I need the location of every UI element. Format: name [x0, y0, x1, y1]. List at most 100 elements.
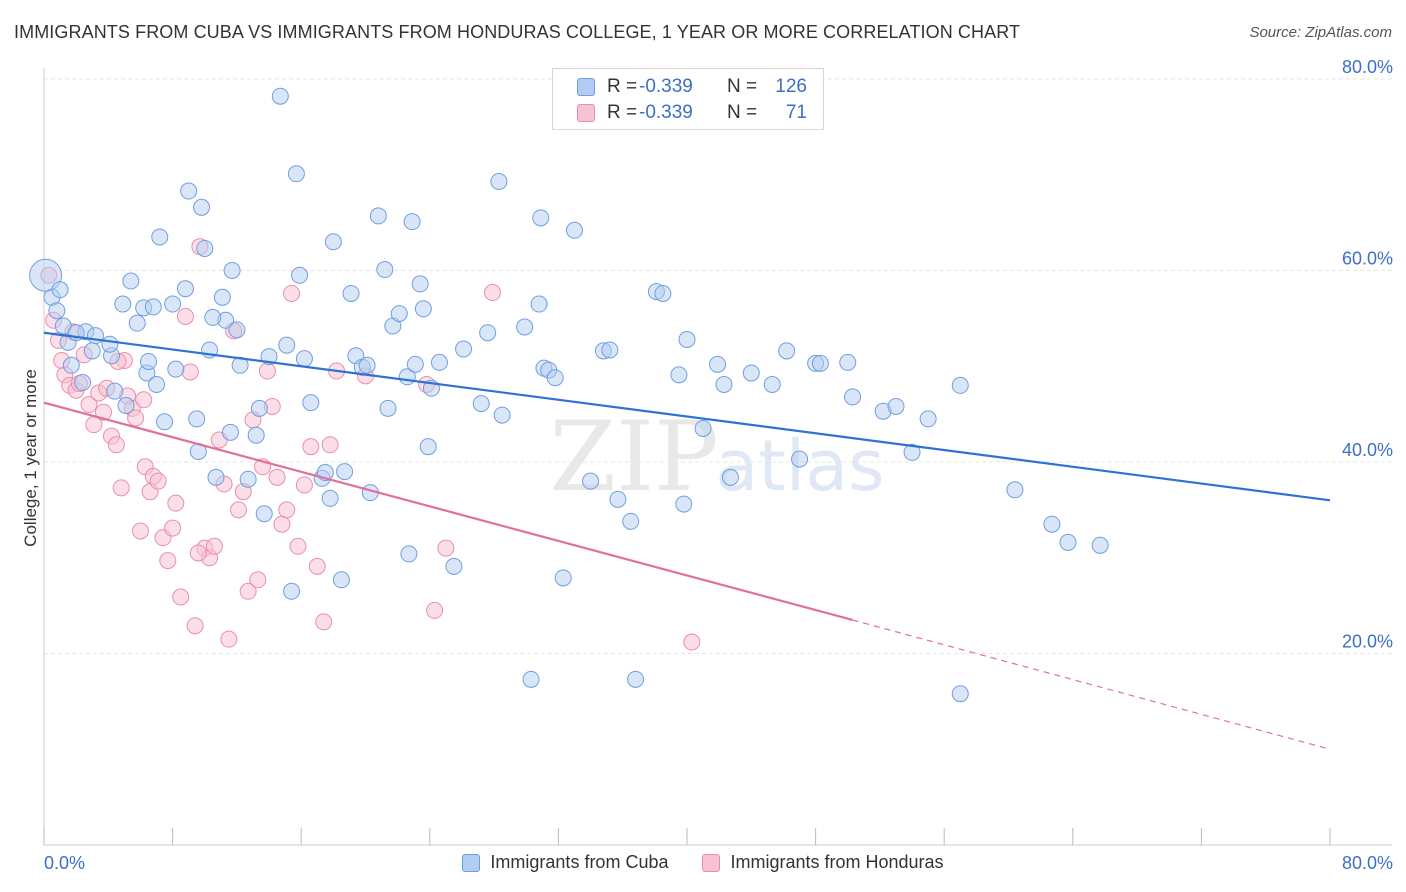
x-tick-label-min: 0.0%	[44, 853, 85, 873]
cuba-point	[445, 557, 463, 575]
r-label: R =	[607, 102, 638, 123]
cuba-point	[176, 280, 194, 298]
cuba-point	[887, 397, 905, 415]
cuba-point	[430, 353, 448, 371]
cuba-point	[951, 685, 969, 703]
cuba-point	[122, 272, 140, 290]
cuba-point	[358, 356, 376, 374]
cuba-point	[83, 342, 101, 360]
series-cuba-points	[29, 87, 1109, 703]
cuba-point	[283, 582, 301, 600]
cuba-point	[919, 410, 937, 428]
cuba-point	[455, 340, 473, 358]
r-value: -0.339	[639, 102, 693, 123]
cuba-point	[228, 321, 246, 339]
cuba-point	[532, 209, 550, 227]
cuba-point	[74, 374, 92, 392]
cuba-point	[336, 463, 354, 481]
cuba-point	[164, 295, 182, 313]
cuba-point	[791, 450, 809, 468]
cuba-point	[414, 300, 432, 318]
cuba-legend-swatch	[462, 853, 481, 872]
honduras-legend-swatch	[702, 853, 721, 872]
cuba-point	[247, 426, 265, 444]
honduras-point	[249, 571, 267, 589]
honduras-point	[230, 501, 248, 519]
cuba-point	[490, 172, 508, 190]
n-value: 71	[785, 102, 807, 123]
axes	[43, 68, 1392, 846]
cuba-point	[295, 350, 313, 368]
honduras-point	[483, 284, 501, 302]
legend-label: Immigrants from Cuba	[490, 852, 669, 872]
honduras-point	[239, 582, 257, 600]
honduras-point	[289, 537, 307, 555]
cuba-point	[291, 266, 309, 284]
honduras-point	[186, 617, 204, 635]
cuba-point	[951, 376, 969, 394]
cuba-point	[601, 341, 619, 359]
cuba-point	[62, 356, 80, 374]
cuba-point	[554, 569, 572, 587]
cuba-point	[715, 375, 733, 393]
cuba-point	[193, 198, 211, 216]
legend-item-honduras[interactable]: Immigrants from Honduras	[702, 852, 944, 873]
cuba-point	[622, 512, 640, 530]
cuba-point	[239, 470, 257, 488]
r-value: -0.339	[639, 76, 693, 97]
cuba-point	[139, 352, 157, 370]
cuba-point	[419, 438, 437, 456]
honduras-point	[135, 391, 153, 409]
honduras-point	[80, 396, 98, 414]
honduras-point	[167, 494, 185, 512]
cuba-point	[156, 413, 174, 431]
cuba-point	[188, 410, 206, 428]
honduras-point	[176, 307, 194, 325]
cuba-point	[811, 354, 829, 372]
honduras-point	[302, 438, 320, 456]
cuba-point	[250, 399, 268, 417]
legend-label: Immigrants from Honduras	[730, 852, 944, 872]
cuba-point	[522, 670, 540, 688]
cuba-point	[128, 314, 146, 332]
cuba-point	[654, 284, 672, 302]
cuba-point	[255, 505, 273, 523]
n-label: N =	[727, 76, 758, 97]
cuba-point	[530, 295, 548, 313]
cuba-point	[117, 397, 135, 415]
honduras-point	[172, 588, 190, 606]
honduras-point	[268, 468, 286, 486]
series-legend: Immigrants from Cuba Immigrants from Hon…	[0, 852, 1406, 873]
stats-legend: R = -0.339 N = 126 R = -0.339 N = 71	[552, 68, 824, 130]
cuba-point	[778, 342, 796, 360]
cuba-point	[278, 336, 296, 354]
cuba-point	[844, 388, 862, 406]
y-tick-label: 80.0%	[1342, 57, 1393, 77]
honduras-point	[107, 436, 125, 454]
n-value: 126	[775, 76, 807, 97]
legend-item-cuba[interactable]: Immigrants from Cuba	[462, 852, 668, 873]
cuba-point	[321, 489, 339, 507]
trend-lines	[43, 331, 1331, 750]
cuba-point	[903, 443, 921, 461]
cuba-point	[721, 468, 739, 486]
cuba-point	[582, 472, 600, 490]
cuba-point	[1091, 536, 1109, 554]
cuba-point	[472, 395, 490, 413]
cuba-point	[324, 233, 342, 251]
honduras-point	[94, 403, 112, 421]
cuba-point	[609, 490, 627, 508]
honduras-point	[283, 284, 301, 302]
source-credit: Source: ZipAtlas.com	[1249, 24, 1392, 41]
honduras-point	[278, 501, 296, 519]
honduras-point	[683, 633, 701, 651]
cuba-point	[493, 406, 511, 424]
cuba-point	[196, 239, 214, 257]
cuba-point	[51, 281, 69, 299]
n-label: N =	[727, 102, 758, 123]
chart-title: IMMIGRANTS FROM CUBA VS IMMIGRANTS FROM …	[14, 22, 1021, 42]
honduras-point	[205, 537, 223, 555]
cuba-point	[694, 419, 712, 437]
cuba-point	[287, 165, 305, 183]
